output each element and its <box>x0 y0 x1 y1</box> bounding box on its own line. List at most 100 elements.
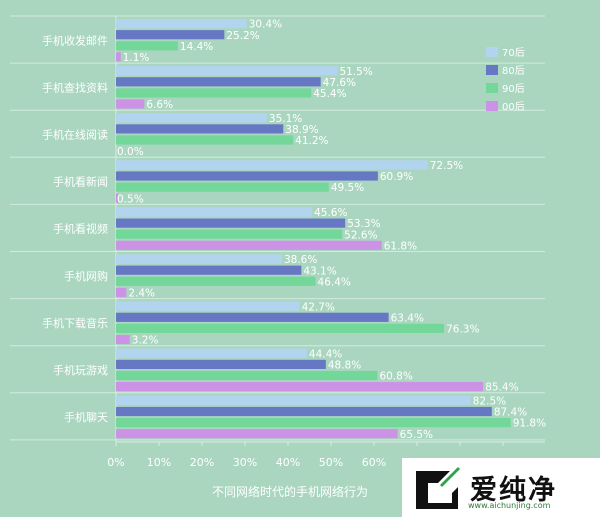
watermark-logo-icon <box>416 466 460 509</box>
watermark-text: 爱纯净 <box>470 475 557 506</box>
bar <box>116 240 382 250</box>
data-label: 52.6% <box>344 229 377 241</box>
data-label: 91.8% <box>513 418 546 430</box>
data-label: 42.7% <box>302 301 335 313</box>
bar <box>116 348 307 358</box>
watermark-url: www.aichunjing.com <box>468 501 551 510</box>
bar <box>116 395 471 405</box>
legend-label: 80后 <box>502 65 525 77</box>
chart-title: 不同网络时代的手机网络行为 <box>212 484 368 499</box>
bar <box>116 99 145 109</box>
data-label: 51.5% <box>339 66 372 78</box>
x-tick-label: 0% <box>107 456 124 469</box>
bar <box>116 382 484 392</box>
bar <box>116 265 302 275</box>
x-tick-label: 30% <box>233 456 257 469</box>
bar <box>116 135 294 145</box>
category-label: 手机网购 <box>64 269 108 283</box>
bar <box>116 124 284 134</box>
bar <box>116 30 225 40</box>
data-label: 30.4% <box>249 19 282 31</box>
data-label: 2.4% <box>128 288 155 300</box>
x-tick-label: 40% <box>276 456 300 469</box>
x-tick-label: 50% <box>319 456 343 469</box>
bar <box>116 418 511 428</box>
category-label: 手机看视频 <box>53 222 108 236</box>
bar <box>116 359 326 369</box>
bar <box>116 218 346 228</box>
bar <box>116 370 378 381</box>
bar <box>116 41 178 51</box>
bar <box>116 323 445 333</box>
bar <box>116 334 130 345</box>
data-label: 14.4% <box>180 41 213 53</box>
data-label: 53.3% <box>347 218 380 230</box>
category-label: 手机在线阅读 <box>42 127 108 141</box>
bar <box>116 312 389 322</box>
bar <box>116 207 313 217</box>
legend-label: 90后 <box>502 83 525 95</box>
bar <box>116 77 321 87</box>
x-tick-label: 20% <box>190 456 214 469</box>
watermark: 爱纯净 www.aichunjing.com <box>402 458 600 517</box>
data-label: 60.9% <box>380 171 413 183</box>
data-label: 46.4% <box>318 276 351 288</box>
legend-swatch <box>486 101 498 111</box>
data-label: 43.1% <box>303 265 336 277</box>
data-label: 47.6% <box>323 77 356 89</box>
data-label: 82.5% <box>473 396 506 408</box>
legend-label: 00后 <box>502 101 525 113</box>
data-label: 85.4% <box>485 382 518 394</box>
legend-swatch <box>486 65 498 75</box>
category-label: 手机收发邮件 <box>42 33 108 47</box>
bar <box>116 254 282 264</box>
x-tick-label: 60% <box>362 456 386 469</box>
bar <box>116 88 312 98</box>
data-label: 61.8% <box>384 240 417 252</box>
data-label: 0.0% <box>117 146 144 158</box>
category-label: 手机下载音乐 <box>42 316 108 330</box>
data-label: 76.3% <box>446 324 479 336</box>
bar <box>116 171 378 181</box>
bar <box>116 160 428 170</box>
data-label: 63.4% <box>391 312 424 324</box>
data-label: 0.5% <box>117 193 144 205</box>
category-label: 手机看新闻 <box>53 175 108 189</box>
data-label: 41.2% <box>295 135 328 147</box>
bar <box>116 193 119 203</box>
bar <box>116 276 316 286</box>
bar <box>116 19 247 29</box>
bar <box>116 229 343 239</box>
data-label: 3.2% <box>132 335 159 347</box>
data-label: 38.6% <box>284 254 317 266</box>
data-label: 48.8% <box>328 360 361 372</box>
bar <box>116 406 492 417</box>
bar <box>116 113 267 123</box>
data-label: 72.5% <box>430 160 463 172</box>
bar <box>116 429 398 439</box>
x-tick-label: 10% <box>147 456 171 469</box>
bar <box>116 52 121 62</box>
legend-swatch <box>486 47 498 57</box>
category-label: 手机查找资料 <box>42 80 108 94</box>
data-label: 65.5% <box>400 429 433 441</box>
data-label: 87.4% <box>494 407 527 419</box>
data-label: 38.9% <box>285 124 318 136</box>
data-label: 35.1% <box>269 113 302 125</box>
data-label: 45.4% <box>313 88 346 100</box>
bar <box>116 182 329 192</box>
bar <box>116 66 338 76</box>
data-label: 60.8% <box>379 371 412 383</box>
data-label: 49.5% <box>331 182 364 194</box>
bar <box>116 301 300 311</box>
category-label: 手机聊天 <box>64 410 108 424</box>
data-label: 1.1% <box>123 52 150 64</box>
legend-label: 70后 <box>502 47 525 59</box>
data-label: 45.6% <box>314 207 347 219</box>
data-label: 44.4% <box>309 348 342 360</box>
data-label: 6.6% <box>146 99 173 111</box>
category-label: 手机玩游戏 <box>53 363 108 377</box>
legend-swatch <box>486 83 498 93</box>
